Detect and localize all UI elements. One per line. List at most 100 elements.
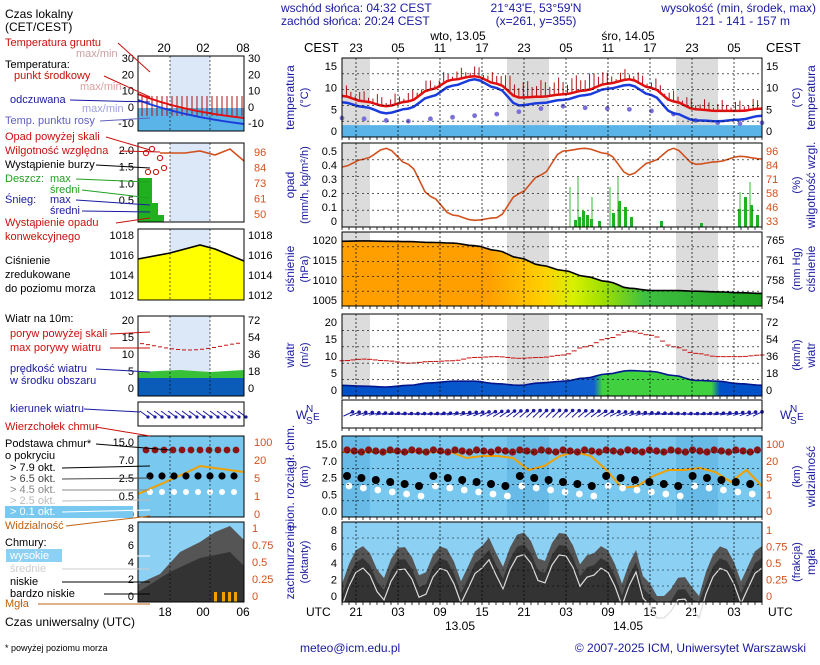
- night-band: [676, 143, 718, 227]
- cloud-base-dot-black: [659, 480, 668, 488]
- cloud-base-dot-black: [530, 474, 539, 482]
- legend-okt79: > 7.9 okt.: [10, 462, 56, 474]
- legend-panel-bg: [138, 402, 244, 426]
- cloud-base-dot-white: [417, 492, 425, 500]
- cloud-tick-left: 15.0: [316, 439, 337, 451]
- legend-tick: 1012: [110, 290, 134, 302]
- wind-arrow-head: [590, 409, 595, 413]
- cloud-base-dot-black: [746, 480, 755, 488]
- legend-snow-mid: średni: [50, 205, 80, 217]
- legend-tick: 0: [248, 102, 254, 114]
- legend-temp-line: [137, 93, 245, 119]
- temp-line: [341, 74, 763, 113]
- legend-wind-arrow-head: [209, 415, 213, 419]
- wind-arrow-head: [357, 410, 361, 414]
- bottom-hour-tick: 09: [601, 605, 615, 619]
- legend-wind-arrow: [153, 410, 163, 418]
- cloud-base-dot-white: [648, 488, 655, 496]
- cloud-base-dot: [732, 446, 740, 454]
- legend-gust-over: poryw powyżej skali: [10, 328, 107, 340]
- top-hour-tick: 17: [643, 41, 657, 55]
- legend-storm-dot: [148, 145, 156, 153]
- legend-utc-hour: 18: [158, 605, 172, 619]
- legend-tick: 30: [248, 53, 260, 65]
- dew-point-dot: [494, 111, 500, 117]
- wind-label-left: wiatr: [283, 342, 297, 368]
- wind-tick-left: 20: [325, 317, 337, 329]
- legend-tick: 7.0: [119, 455, 134, 467]
- legend-wind-speed: prędkość wiatru: [10, 363, 87, 375]
- legend-visibility: Widzialność: [5, 520, 64, 532]
- legend-tick: 18: [248, 366, 260, 378]
- wind-arrow-head: [564, 408, 568, 413]
- compass-w: W: [296, 408, 308, 422]
- cloud-base-dot-black: [415, 482, 423, 490]
- cloud-base-dot-white: [388, 488, 396, 496]
- cloud-base-dot-white: [633, 486, 641, 494]
- wind-arrow-head: [350, 410, 355, 414]
- wind-arrow-head: [544, 408, 549, 413]
- legend-tick: 1: [254, 491, 260, 503]
- cloud-base-dot-black: [371, 476, 380, 484]
- cloud-unit-left: (km): [299, 466, 311, 488]
- cloud-base-dot-white: [403, 490, 410, 498]
- cloud-base-dot: [386, 446, 394, 454]
- legend-wind-arrow: [174, 410, 184, 418]
- cloud-base-dot: [667, 446, 675, 454]
- legend-leader: [105, 136, 151, 151]
- legend-tick: 0.5: [119, 491, 134, 503]
- legend-cloud-dot-white: [171, 489, 177, 495]
- precip-tick-right: 84: [766, 160, 778, 172]
- top-hour-tick: 23: [685, 41, 699, 55]
- legend-tick: 0.5: [119, 195, 134, 207]
- cloud-base-dot: [408, 446, 416, 454]
- cloud-base-dot-white: [547, 486, 554, 494]
- wind-arrow-head: [499, 409, 504, 414]
- legend-wind-arrow: [195, 410, 205, 418]
- cloud-base-dot: [624, 446, 632, 454]
- cloud-base-dot-black: [515, 472, 524, 480]
- legend-cloud-dot: [214, 446, 222, 454]
- cloud-base-dot: [588, 447, 596, 455]
- legend-dew-point: Temp. punktu rosy: [5, 115, 95, 127]
- cloud-tick-right: 5: [766, 473, 772, 485]
- cloud-base-dot: [451, 446, 459, 454]
- bottom-hour-tick: 15: [643, 605, 657, 619]
- legend-wind-arrow: [223, 410, 233, 418]
- legend-tick: 0.75: [252, 540, 273, 552]
- cloud-tick-right: 20: [766, 456, 778, 468]
- legend-max-min: max/min: [80, 81, 122, 93]
- cloud-base-dot-white: [662, 490, 670, 498]
- legend-cloud-dot: [232, 446, 240, 454]
- press-tick-left: 1005: [313, 295, 337, 307]
- cover-label-right: mgła: [804, 549, 818, 575]
- legend-pressure2: zredukowane: [5, 269, 70, 281]
- compass-s-right: S: [790, 416, 797, 427]
- top-hour-tick: 05: [391, 41, 405, 55]
- dew-point-dot: [516, 109, 522, 115]
- cloud-base-dot: [415, 447, 423, 455]
- press-tick-right: 754: [766, 295, 784, 307]
- cloud-tick-right: 0: [766, 506, 772, 518]
- legend-middle: średnie: [10, 563, 46, 575]
- wind-arrow-head: [630, 410, 634, 414]
- legend-tick: 30: [122, 53, 134, 65]
- legend-tick: 0.25: [252, 574, 273, 586]
- press-tick-right: 758: [766, 275, 784, 287]
- legend-tick: 1: [252, 523, 258, 535]
- legend-wind-arrow-head: [146, 415, 150, 419]
- cloud-base-dot: [609, 447, 618, 455]
- bottom-hour-tick: 03: [727, 605, 741, 619]
- press-tick-left: 1010: [313, 275, 337, 287]
- legend-fog-bar: [214, 592, 217, 602]
- cover-label-left: zachmurzenie: [283, 524, 297, 599]
- cloud-base-dot-black: [616, 474, 625, 482]
- dew-point-dot: [538, 106, 544, 111]
- cloud-base-dot-white: [561, 488, 569, 496]
- legend-wind-arrow: [216, 410, 226, 418]
- legend-snow-max: max: [50, 194, 71, 206]
- cloud-base-dot: [365, 446, 373, 454]
- legend-wind-arrow: [181, 410, 191, 418]
- cloud-base-dot: [372, 447, 380, 455]
